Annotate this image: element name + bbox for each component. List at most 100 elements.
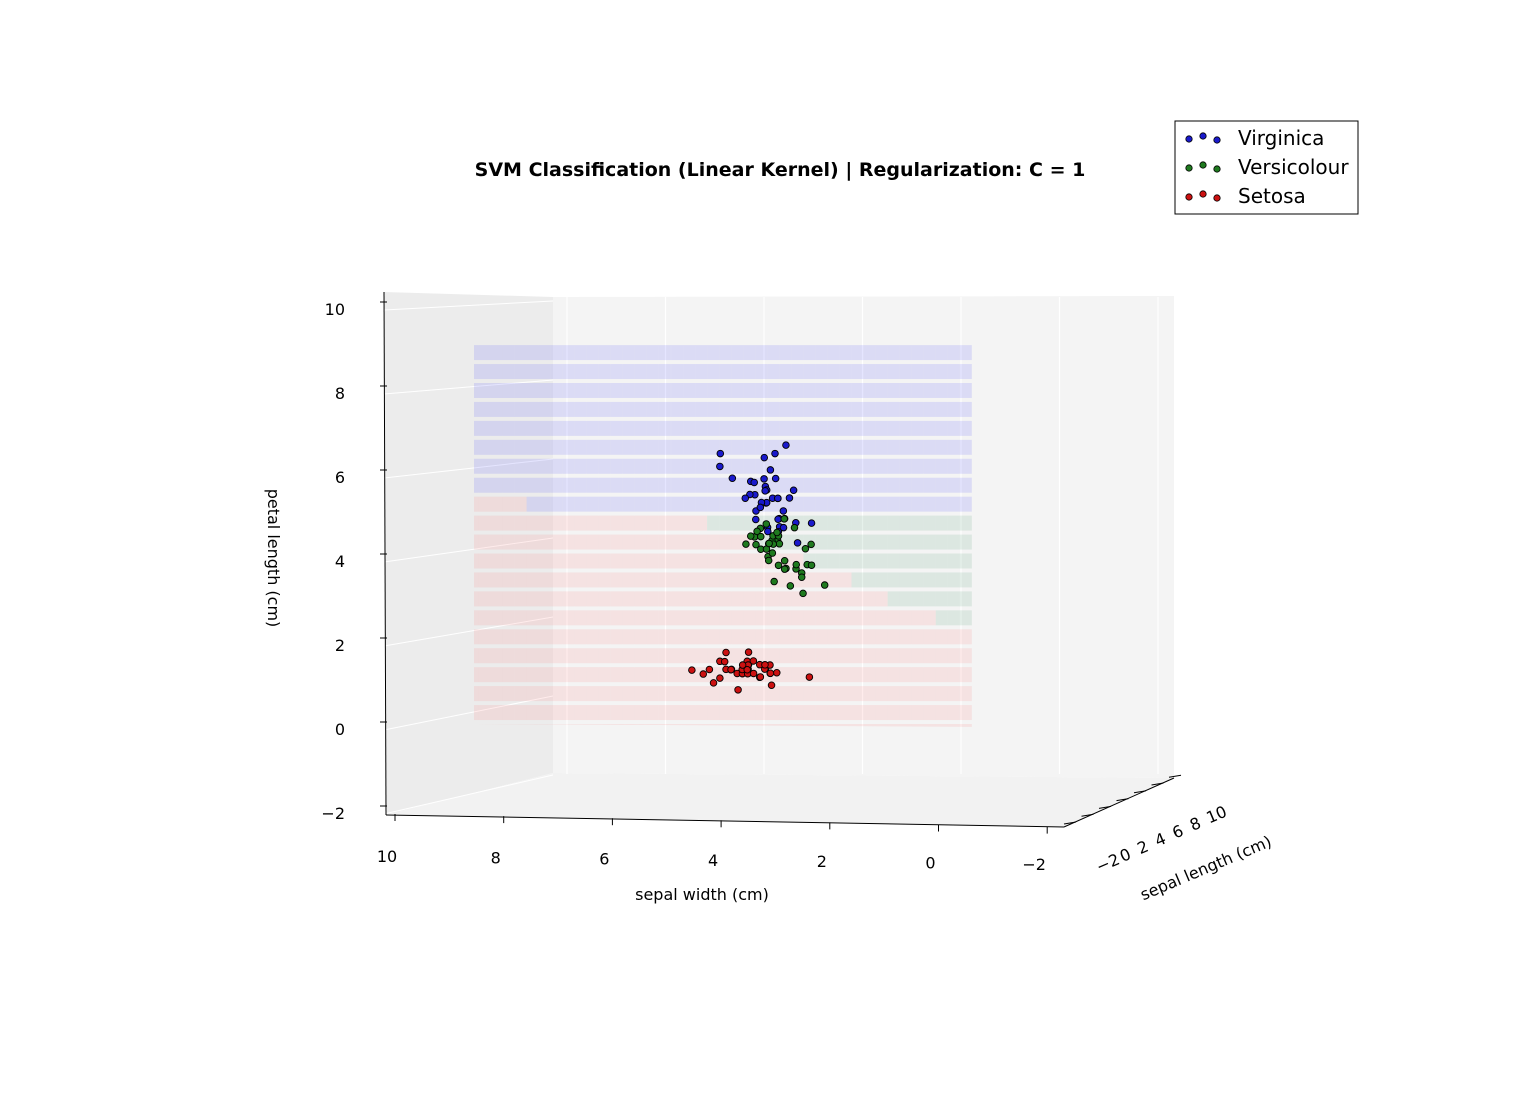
region-cell — [875, 496, 888, 512]
region-cell — [502, 515, 515, 531]
region-cell — [502, 364, 515, 380]
legend-label: Setosa — [1238, 184, 1306, 208]
region-cell — [779, 591, 792, 607]
region-cell — [851, 667, 864, 683]
region-cell — [851, 553, 864, 569]
x-tick — [1116, 798, 1129, 802]
region-cell — [550, 345, 563, 361]
region-cell — [646, 705, 659, 721]
region-cell — [851, 534, 864, 550]
region-cell — [562, 458, 575, 474]
grid-line — [383, 695, 554, 731]
point-versicolour — [780, 557, 789, 565]
region-cell — [875, 686, 888, 702]
region-cell — [474, 572, 479, 588]
region-cell — [646, 553, 659, 569]
region-cell — [779, 458, 792, 474]
region-cell — [646, 364, 659, 380]
region-cell — [911, 401, 924, 417]
region-cell — [622, 515, 635, 531]
point-versicolour — [774, 561, 783, 570]
region-cell — [598, 496, 611, 512]
region-cell — [695, 572, 708, 588]
region-cell — [731, 553, 744, 569]
region-cell — [815, 610, 828, 626]
region-cell — [923, 629, 936, 645]
region-cell — [923, 477, 936, 493]
region-cell — [911, 629, 924, 645]
region-cell — [474, 439, 479, 455]
region-cell — [875, 534, 888, 550]
region-cell — [839, 553, 852, 569]
region-cell — [538, 686, 551, 702]
region-cell — [634, 648, 647, 664]
region-cell — [743, 629, 756, 645]
region-cell — [959, 572, 972, 588]
region-cell — [695, 382, 708, 398]
region-cell — [658, 382, 671, 398]
region-cell — [562, 496, 575, 512]
legend-marker — [1185, 135, 1193, 143]
region-cell — [574, 686, 587, 702]
region-cell — [839, 496, 852, 512]
region-cell — [586, 705, 599, 721]
region-cell — [719, 591, 732, 607]
region-cell — [622, 667, 635, 683]
point-versicolour — [807, 561, 816, 569]
region-cell — [947, 439, 960, 455]
region-cell — [863, 629, 876, 645]
region-cell — [875, 724, 888, 727]
region-cell — [683, 420, 696, 436]
region-cell — [574, 401, 587, 417]
region-cell — [923, 420, 936, 436]
region-cell — [935, 553, 948, 569]
region-cell — [827, 382, 840, 398]
region-cell — [755, 705, 768, 721]
region-cell — [550, 667, 563, 683]
region-cell — [526, 610, 539, 626]
left-pane — [384, 292, 553, 815]
region-cell — [743, 591, 756, 607]
region-cell — [538, 477, 551, 493]
region-cell — [863, 686, 876, 702]
region-cell — [538, 610, 551, 626]
region-cell — [622, 610, 635, 626]
region-cell — [959, 345, 972, 361]
region-cell — [719, 629, 732, 645]
region-cell — [947, 610, 960, 626]
y-tick-label: 8 — [491, 848, 501, 867]
region-cell — [911, 705, 924, 721]
region-cell — [875, 420, 888, 436]
region-cell — [911, 724, 924, 727]
grid-line — [383, 616, 554, 647]
region-cell — [719, 553, 732, 569]
region-cell — [598, 345, 611, 361]
region-cell — [731, 458, 744, 474]
region-cell — [923, 439, 936, 455]
region-cell — [490, 515, 503, 531]
region-cell — [707, 382, 720, 398]
region-cell — [959, 534, 972, 550]
region-cell — [634, 553, 647, 569]
region-cell — [490, 648, 503, 664]
legend-marker — [1213, 136, 1221, 144]
y-tick-label: 4 — [708, 851, 718, 870]
region-cell — [658, 477, 671, 493]
region-cell — [707, 686, 720, 702]
region-cell — [935, 629, 948, 645]
region-cell — [779, 686, 792, 702]
region-cell — [502, 439, 515, 455]
region-cell — [598, 705, 611, 721]
region-cell — [875, 439, 888, 455]
region-cell — [695, 420, 708, 436]
region-cell — [851, 477, 864, 493]
region-cell — [574, 610, 587, 626]
point-virginica — [760, 453, 769, 462]
region-cell — [586, 686, 599, 702]
region-cell — [707, 496, 720, 512]
point-virginica — [782, 441, 790, 449]
region-cell — [767, 345, 780, 361]
region-cell — [839, 534, 852, 550]
region-cell — [538, 648, 551, 664]
